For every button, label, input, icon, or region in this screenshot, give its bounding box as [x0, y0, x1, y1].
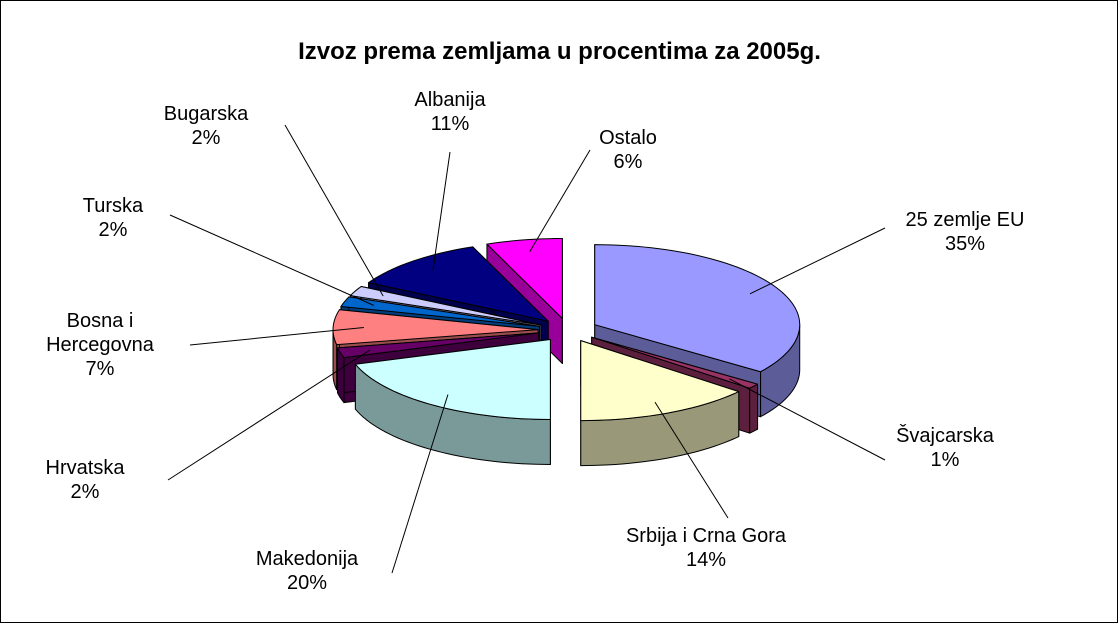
data-label: Ostalo 6% [548, 126, 708, 174]
data-label: 25 zemlje EU 35% [865, 208, 1065, 256]
data-label: Hrvatska 2% [5, 456, 165, 504]
leader-line [391, 394, 449, 574]
label-name: Albanija [414, 89, 486, 111]
leader-line [529, 149, 591, 252]
chart-title: Izvoz prema zemljama u procentima za 200… [298, 38, 821, 65]
slice-top [354, 338, 551, 420]
label-name: Švajcarska [896, 425, 994, 447]
label-percent: 1% [930, 449, 960, 471]
label-percent: 20% [286, 572, 328, 594]
label-name: Bugarska [163, 103, 249, 125]
data-label: Turska 2% [33, 194, 193, 242]
label-percent: 2% [70, 481, 100, 503]
label-percent: 6% [613, 151, 643, 173]
leader-line [432, 151, 451, 271]
label-percent: 35% [944, 233, 986, 255]
slice-top [591, 336, 759, 389]
label-name: Ostalo [599, 127, 657, 149]
data-label: Srbija i Crna Gora 14% [621, 524, 791, 572]
data-label: Albanija 11% [370, 88, 530, 136]
slice-top [580, 340, 740, 422]
label-percent: 2% [191, 127, 221, 149]
leader-line [284, 124, 384, 297]
label-name: Turska [82, 195, 144, 217]
slice-top [368, 246, 549, 322]
leader-line [189, 326, 364, 346]
data-label: Švajcarska 1% [845, 424, 1045, 472]
label-percent: 11% [430, 113, 470, 135]
leader-line [169, 214, 374, 306]
label-percent: 14% [685, 549, 727, 571]
label-name: Makedonija [255, 548, 359, 570]
label-percent: 2% [98, 219, 128, 241]
slice-top [486, 238, 563, 319]
label-percent: 7% [85, 358, 115, 380]
slice-top [340, 296, 540, 327]
label-name: Hrvatska [45, 457, 125, 479]
label-name: Bosna i Hercegovna [46, 310, 154, 356]
leader-line [654, 401, 729, 519]
slice-top [337, 332, 540, 359]
slice-top [349, 285, 542, 326]
data-label: Bugarska 2% [126, 102, 286, 150]
leader-line [167, 349, 371, 481]
data-label: Bosna i Hercegovna 7% [10, 309, 190, 381]
label-name: Srbija i Crna Gora [625, 525, 787, 547]
slice-top [594, 244, 801, 373]
label-name: 25 zemlje EU [905, 209, 1025, 231]
leader-line [729, 378, 886, 461]
leader-line [749, 227, 886, 295]
slice-top [332, 309, 539, 346]
data-label: Makedonija 20% [207, 547, 407, 595]
